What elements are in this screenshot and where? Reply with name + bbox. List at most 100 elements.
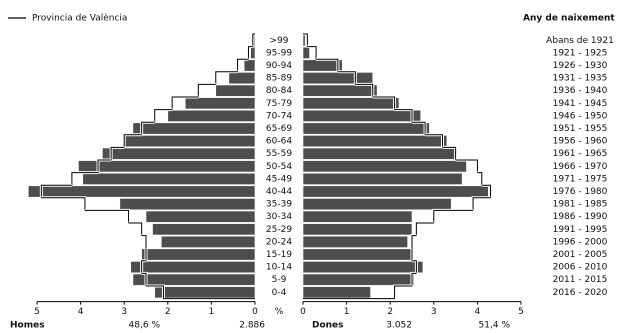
reference-step [472,197,491,211]
reference-step [71,172,99,186]
bar [123,135,256,148]
bar [302,223,413,236]
bar [302,135,448,148]
age-label: 55-59 [266,149,292,159]
reference-step [247,46,253,60]
reference-halo [471,196,491,211]
birth-year-label: 1936 - 1940 [553,86,608,96]
reference-step [146,285,164,299]
reference-step [41,197,86,211]
bar [184,97,256,110]
age-label: 50-54 [266,162,292,172]
reference-step [411,235,417,249]
age-label: 45-49 [266,174,292,184]
age-label: 70-74 [266,111,292,121]
bar [141,248,256,261]
reference-step [141,260,146,274]
bar [132,122,256,135]
reference-step [215,71,238,85]
bar [243,59,256,72]
legend-label: Provincia de València [32,13,127,24]
reference-step [394,285,412,299]
reference-step [128,222,143,236]
x-tick-label: 4 [475,307,481,317]
bar [302,235,408,248]
birth-year-label: 2011 - 2015 [553,275,608,285]
bar [145,210,256,223]
bar [130,261,256,274]
bar [302,185,489,198]
reference-step [252,33,255,47]
reference-step [84,209,130,223]
x-tick-label: 1 [344,307,350,317]
bar [302,273,415,286]
birth-year-label: 1971 - 1975 [553,174,608,184]
age-label: 15-19 [266,250,292,260]
age-label: >99 [270,36,289,46]
bar [302,261,424,274]
bar [302,109,422,122]
age-label: 80-84 [266,86,292,96]
reference-step [355,83,374,97]
age-label: 85-89 [266,74,292,84]
birth-year-label: 1991 - 1995 [553,225,608,235]
bar [228,72,256,85]
x-tick-label: 5 [34,307,40,317]
x-unit: % [275,307,284,317]
x-tick-label: 3 [431,307,437,317]
birth-year-label: 1926 - 1930 [553,61,608,71]
birth-year-label: 1996 - 2000 [553,237,608,247]
bar [250,46,256,59]
bar [302,59,343,72]
reference-step [141,121,155,135]
bar [154,286,256,299]
bar [119,198,256,211]
x-tick-label: 0 [252,307,258,317]
reference-step [455,159,478,173]
reference-step [40,184,72,198]
age-label: 5-9 [272,275,287,285]
birth-year-label: 2006 - 2010 [553,263,608,273]
reference-halo [393,284,412,299]
age-label: 10-14 [266,263,292,273]
total-label: 3.052 [386,321,412,331]
birth-year-label: 1931 - 1935 [553,74,608,84]
age-label: 65-69 [266,124,292,134]
birth-year-label: 1976 - 1980 [553,187,608,197]
reference-halo [84,208,131,223]
x-tick-label: 2 [387,307,393,317]
x-tick-label: 1 [209,307,215,317]
bar [302,46,310,59]
bar [302,160,467,173]
reference-step [442,146,457,160]
age-label: 75-79 [266,99,292,109]
bar [132,273,256,286]
bar [302,172,463,185]
age-label: 95-99 [266,48,292,58]
age-label: 40-44 [266,187,292,197]
reference-step [303,33,308,47]
bar [302,248,413,261]
birth-year-label: 1966 - 1970 [553,162,608,172]
reference-halo [128,221,144,236]
birth-year-label: 2016 - 2020 [553,288,608,298]
bar [215,84,256,97]
bar [27,185,256,198]
reference-step [197,83,216,97]
sex-label: Dones [312,321,344,331]
reference-step [141,272,147,286]
bar [302,72,374,85]
age-label: 30-34 [266,212,292,222]
birth-year-label: 1986 - 1990 [553,212,608,222]
x-tick-label: 0 [300,307,306,317]
bar [302,84,378,97]
bar [160,235,256,248]
reference-step [425,134,444,148]
age-label: 25-29 [266,225,292,235]
reference-halo [196,82,216,97]
birth-year-label: 1941 - 1945 [553,99,608,109]
reference-step [372,96,396,110]
reference-step [394,109,413,123]
bar [102,147,256,160]
